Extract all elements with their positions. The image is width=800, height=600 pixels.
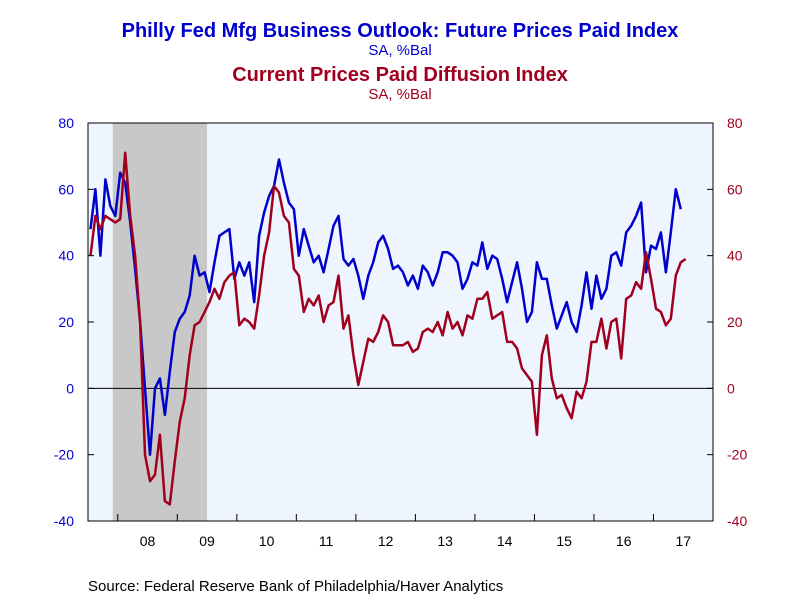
x-tick-label: 11 bbox=[319, 533, 334, 549]
chart-title-current: Current Prices Paid Diffusion Index bbox=[232, 64, 568, 86]
y-left-tick-label: -20 bbox=[54, 447, 74, 463]
x-tick-label: 09 bbox=[199, 533, 215, 549]
x-tick-label: 15 bbox=[556, 533, 572, 549]
y-left-tick-label: 20 bbox=[58, 314, 74, 330]
y-left-tick-label: -40 bbox=[54, 513, 74, 529]
y-left-tick-label: 40 bbox=[58, 248, 74, 264]
y-right-tick-label: 80 bbox=[727, 115, 743, 131]
chart-subtitle-current-units: SA, %Bal bbox=[368, 86, 432, 103]
x-tick-label: 17 bbox=[675, 533, 691, 549]
x-tick-label: 12 bbox=[378, 533, 394, 549]
y-right-tick-label: -40 bbox=[727, 513, 747, 529]
y-left-tick-label: 0 bbox=[66, 380, 74, 396]
y-right-tick-label: 60 bbox=[727, 181, 743, 197]
chart-title-future: Philly Fed Mfg Business Outlook: Future … bbox=[121, 20, 679, 42]
x-tick-label: 13 bbox=[437, 533, 453, 549]
y-left-tick-label: 60 bbox=[58, 181, 74, 197]
chart-source: Source: Federal Reserve Bank of Philadel… bbox=[88, 578, 504, 595]
y-right-tick-label: -20 bbox=[727, 447, 747, 463]
y-left-tick-label: 80 bbox=[58, 115, 74, 131]
y-right-tick-label: 20 bbox=[727, 314, 743, 330]
y-right-tick-label: 40 bbox=[727, 248, 743, 264]
x-tick-label: 10 bbox=[259, 533, 275, 549]
x-tick-label: 08 bbox=[140, 533, 156, 549]
x-tick-label: 14 bbox=[497, 533, 513, 549]
series-line-future-prices bbox=[89, 158, 683, 456]
chart-subtitle-future-units: SA, %Bal bbox=[368, 42, 432, 59]
y-right-tick-label: 0 bbox=[727, 380, 735, 396]
x-tick-label: 16 bbox=[616, 533, 632, 549]
series-line-current-prices bbox=[89, 151, 687, 506]
